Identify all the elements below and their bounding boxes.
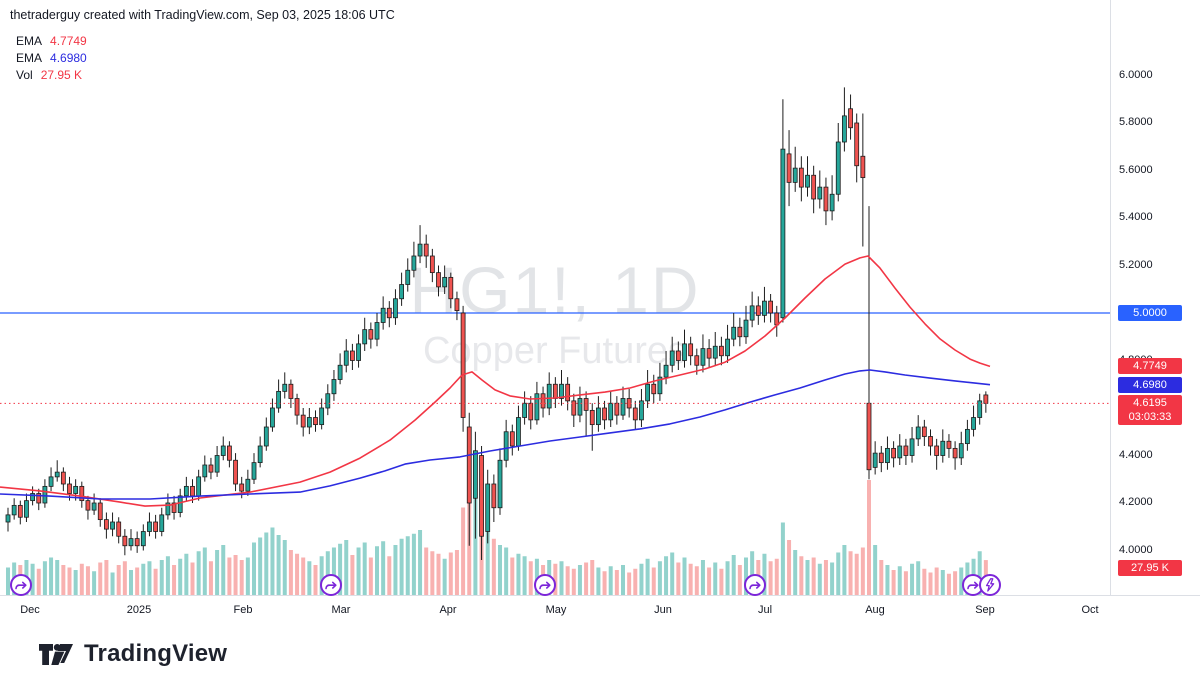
ema-slow-badge: 4.6980: [1118, 376, 1182, 393]
chart-canvas[interactable]: [0, 0, 1110, 595]
volume-value: 27.95 K: [40, 68, 83, 82]
price-tick-label: 5.4000: [1119, 211, 1153, 223]
month-label-apr: Apr: [439, 604, 457, 616]
volume-series: [6, 476, 988, 595]
month-label-jul: Jul: [757, 604, 773, 616]
month-label-feb: Feb: [233, 604, 253, 616]
legend-volume[interactable]: Vol 27.95 K: [16, 67, 87, 84]
time-axis[interactable]: Dec 2025 Feb Mar Apr May Jun Jul Aug Sep Oct: [0, 595, 1200, 630]
month-label-sep: Sep: [975, 604, 995, 616]
price-tick-label: 5.6000: [1119, 163, 1153, 176]
volume-badge: 27.95 K: [1118, 560, 1182, 576]
ema-fast-value: 4.7749: [50, 34, 87, 48]
month-label-mar: Mar: [331, 604, 351, 616]
legend-ema-fast[interactable]: EMA 4.7749: [16, 33, 87, 50]
contract-switch-marker[interactable]: [10, 574, 32, 596]
contract-switch-marker[interactable]: [744, 574, 766, 596]
ema-line[interactable]: [0, 369, 991, 500]
ema-fast-label: EMA: [16, 34, 43, 48]
price-tick-label: 6.0000: [1119, 68, 1153, 81]
month-label-jun: Jun: [654, 604, 672, 616]
candlestick-series: [5, 87, 989, 560]
month-label-oct: Oct: [1081, 604, 1099, 616]
contract-switch-marker[interactable]: [320, 574, 342, 596]
month-label-2025: 2025: [126, 604, 152, 616]
price-axis[interactable]: 6.00005.80005.60005.40005.20004.80004.40…: [1110, 0, 1200, 595]
hline-price-badge: 5.0000: [1118, 305, 1182, 321]
price-tick-label: 5.8000: [1119, 116, 1153, 128]
ema-slow-label: EMA: [16, 51, 43, 65]
realtime-data-marker[interactable]: [979, 574, 1001, 596]
price-tick-label: 5.2000: [1119, 258, 1153, 271]
price-tick-label: 4.2000: [1119, 496, 1153, 508]
tradingview-logo[interactable]: TradingView: [38, 640, 227, 668]
chart-attribution: thetraderguy created with TradingView.co…: [10, 8, 395, 22]
price-tick-label: 4.4000: [1119, 448, 1153, 461]
ema-slow-value: 4.6980: [50, 51, 87, 65]
month-label-dec: Dec: [20, 604, 40, 616]
legend-ema-slow[interactable]: EMA 4.6980: [16, 50, 87, 67]
ema-line[interactable]: [0, 255, 991, 507]
last-price-badge: 4.6195 03:03:33: [1118, 395, 1182, 426]
tradingview-logo-text: TradingView: [84, 640, 228, 667]
ema-fast-badge: 4.7749: [1118, 358, 1182, 375]
volume-label: Vol: [16, 68, 33, 82]
ema-lines: [0, 255, 991, 507]
month-label-aug: Aug: [865, 604, 885, 616]
indicator-legend: EMA 4.7749 EMA 4.6980 Vol 27.95 K: [16, 33, 87, 84]
footer-strip: TradingView: [0, 628, 1200, 686]
tradingview-logo-icon: [39, 643, 73, 665]
contract-switch-marker[interactable]: [534, 574, 556, 596]
month-label-may: May: [545, 604, 567, 616]
price-tick-label: 4.0000: [1119, 543, 1153, 556]
